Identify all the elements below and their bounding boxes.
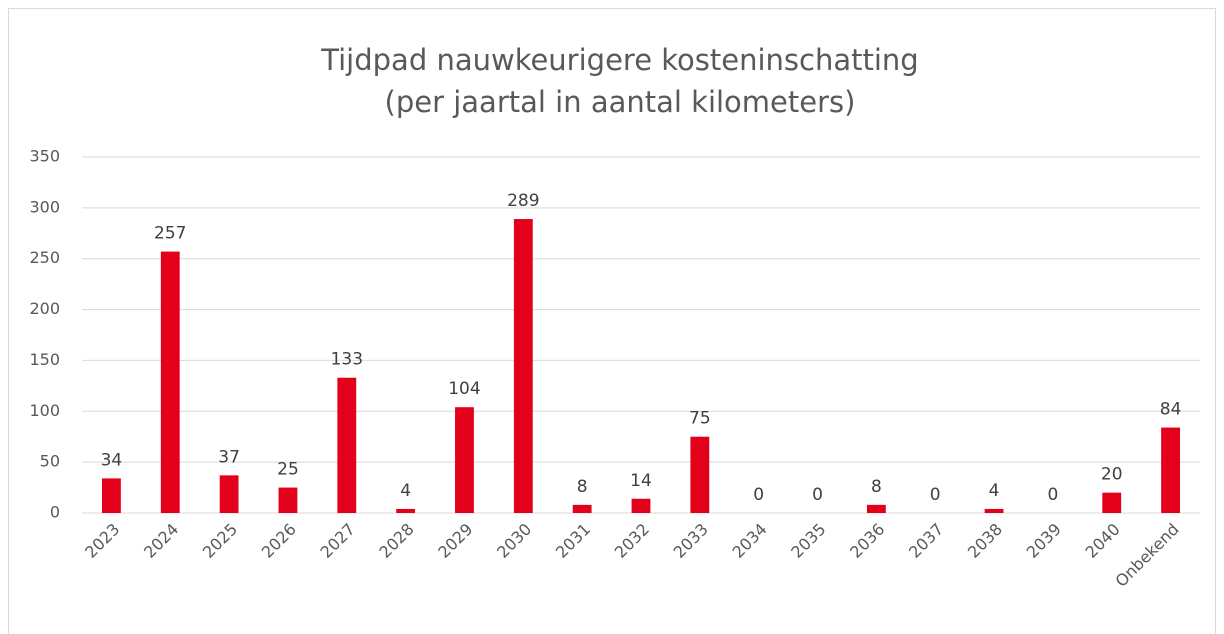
chart-subtitle: (per jaartal in aantal kilometers) xyxy=(385,85,856,119)
data-label: 4 xyxy=(989,481,1000,501)
data-label: 34 xyxy=(101,450,123,470)
y-tick-label: 250 xyxy=(29,248,60,267)
data-label: 84 xyxy=(1160,400,1182,420)
data-label: 4 xyxy=(400,481,411,501)
data-label: 0 xyxy=(1047,485,1058,505)
bar xyxy=(160,251,180,513)
y-tick-label: 150 xyxy=(29,350,60,369)
bar xyxy=(102,478,121,513)
bar xyxy=(278,487,298,513)
bar xyxy=(396,508,416,513)
data-label: 8 xyxy=(871,477,882,497)
bar xyxy=(513,219,533,513)
y-tick-label: 100 xyxy=(29,401,60,420)
y-tick-label: 300 xyxy=(29,197,60,216)
data-label: 25 xyxy=(277,460,299,480)
data-label: 75 xyxy=(689,409,711,429)
data-label: 0 xyxy=(930,485,941,505)
bar xyxy=(690,436,710,513)
bar xyxy=(455,407,474,513)
bar xyxy=(572,504,592,513)
bar xyxy=(219,475,239,513)
data-label: 257 xyxy=(154,224,186,244)
data-label: 289 xyxy=(507,191,539,211)
bar xyxy=(337,377,357,513)
data-label: 0 xyxy=(812,485,823,505)
bar xyxy=(984,508,1004,513)
bar xyxy=(631,498,651,513)
chart-border xyxy=(8,8,1216,634)
bar xyxy=(1102,492,1122,513)
data-label: 20 xyxy=(1101,465,1123,485)
y-tick-label: 50 xyxy=(40,452,60,471)
data-label: 37 xyxy=(218,447,240,467)
data-label: 0 xyxy=(753,485,764,505)
y-tick-label: 0 xyxy=(50,503,60,522)
data-label: 14 xyxy=(630,471,652,491)
data-label: 8 xyxy=(577,477,588,497)
bar xyxy=(1161,427,1180,513)
bar xyxy=(866,504,886,513)
chart-title: Tijdpad nauwkeurigere kosteninschatting xyxy=(320,43,918,77)
y-tick-label: 200 xyxy=(29,299,60,318)
data-label: 104 xyxy=(448,379,480,399)
y-tick-label: 350 xyxy=(29,147,60,166)
data-label: 133 xyxy=(331,350,363,370)
